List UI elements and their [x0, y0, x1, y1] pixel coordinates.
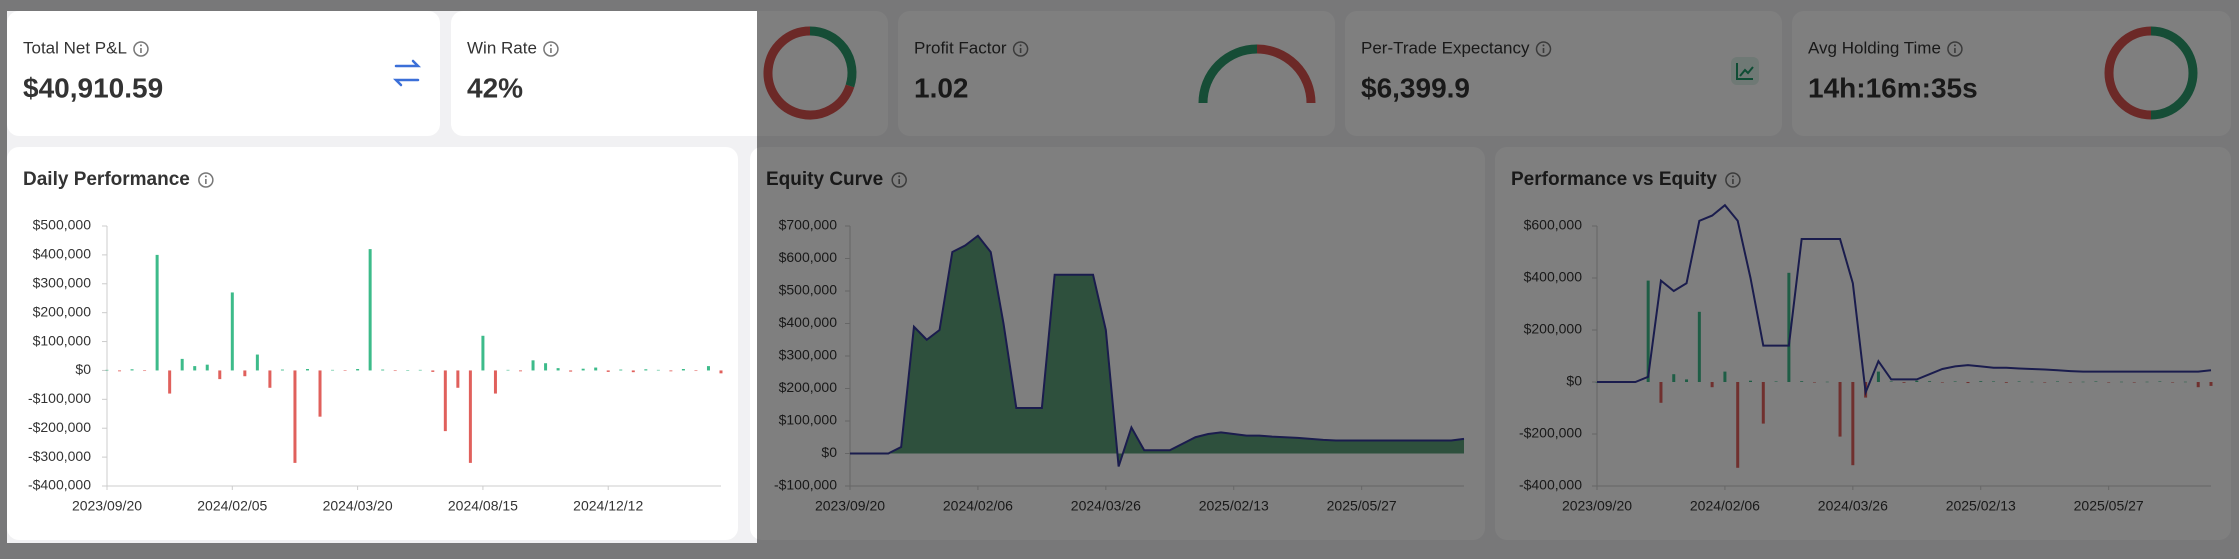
- bar: [381, 369, 385, 371]
- bar: [168, 370, 172, 394]
- bar: [268, 370, 272, 388]
- bar: [544, 363, 548, 371]
- y-tick-label: -$100,000: [28, 390, 91, 406]
- bar: [418, 369, 422, 371]
- bar: [619, 369, 623, 371]
- y-tick-label: $500,000: [33, 217, 92, 233]
- bar: [481, 335, 485, 371]
- bar: [531, 360, 535, 371]
- bar: [443, 370, 447, 432]
- bar: [594, 367, 598, 371]
- y-tick-label: -$400,000: [28, 477, 91, 493]
- bar: [493, 370, 497, 394]
- bar: [305, 369, 309, 371]
- bar: [706, 366, 710, 371]
- bar: [681, 369, 685, 371]
- bar: [143, 370, 147, 372]
- y-tick-label: $100,000: [33, 332, 92, 348]
- bar: [255, 354, 259, 371]
- bar: [506, 369, 510, 371]
- bar: [118, 370, 122, 372]
- repeat-icon: [392, 59, 422, 87]
- bar: [644, 369, 648, 371]
- bar: [519, 370, 523, 372]
- card-label: Win Rate: [467, 38, 537, 57]
- bar: [218, 370, 222, 380]
- bar: [406, 370, 410, 371]
- info-icon-dot: [549, 44, 552, 47]
- bar: [456, 370, 460, 388]
- chart-panel: [7, 147, 738, 540]
- bar: [431, 370, 435, 372]
- y-tick-label: $0: [75, 361, 91, 377]
- bar: [393, 370, 397, 372]
- y-tick-label: -$200,000: [28, 419, 91, 435]
- bar: [155, 254, 159, 371]
- x-tick-label: 2024/08/15: [448, 498, 518, 514]
- y-tick-label: $400,000: [33, 246, 92, 262]
- x-tick-label: 2023/09/20: [72, 498, 142, 514]
- bar: [293, 370, 297, 463]
- info-icon-dot: [139, 44, 142, 47]
- bar: [606, 370, 610, 372]
- bar: [243, 370, 247, 377]
- info-icon-dot: [204, 175, 207, 178]
- card-label: Total Net P&L: [23, 38, 127, 57]
- card-value: $40,910.59: [23, 72, 163, 103]
- info-icon: [543, 41, 559, 57]
- bar: [719, 370, 723, 374]
- bar: [105, 369, 109, 371]
- y-tick-label: $200,000: [33, 303, 92, 319]
- x-tick-label: 2024/02/05: [197, 498, 267, 514]
- bar: [331, 369, 335, 371]
- info-icon: [133, 41, 149, 57]
- y-tick-label: -$300,000: [28, 448, 91, 464]
- bar: [368, 249, 372, 371]
- bar: [656, 369, 660, 371]
- bar: [205, 364, 209, 371]
- card-value: 42%: [467, 72, 523, 103]
- bar: [343, 370, 347, 371]
- bar: [318, 370, 322, 417]
- bar: [569, 370, 573, 372]
- chart-title: Daily Performance: [23, 169, 190, 190]
- y-tick-label: $300,000: [33, 274, 92, 290]
- bar: [180, 358, 184, 371]
- bar: [193, 366, 197, 371]
- card: [7, 11, 440, 136]
- bar: [694, 370, 698, 372]
- bar: [230, 292, 234, 371]
- bar: [556, 368, 560, 371]
- x-tick-label: 2024/12/12: [573, 498, 643, 514]
- bar: [581, 368, 585, 371]
- bar: [669, 370, 673, 372]
- bar: [130, 369, 134, 371]
- bar: [356, 369, 360, 371]
- bar: [631, 370, 635, 373]
- x-tick-label: 2024/03/20: [323, 498, 393, 514]
- bar: [468, 370, 472, 463]
- info-icon: [198, 172, 214, 188]
- bar: [280, 369, 284, 371]
